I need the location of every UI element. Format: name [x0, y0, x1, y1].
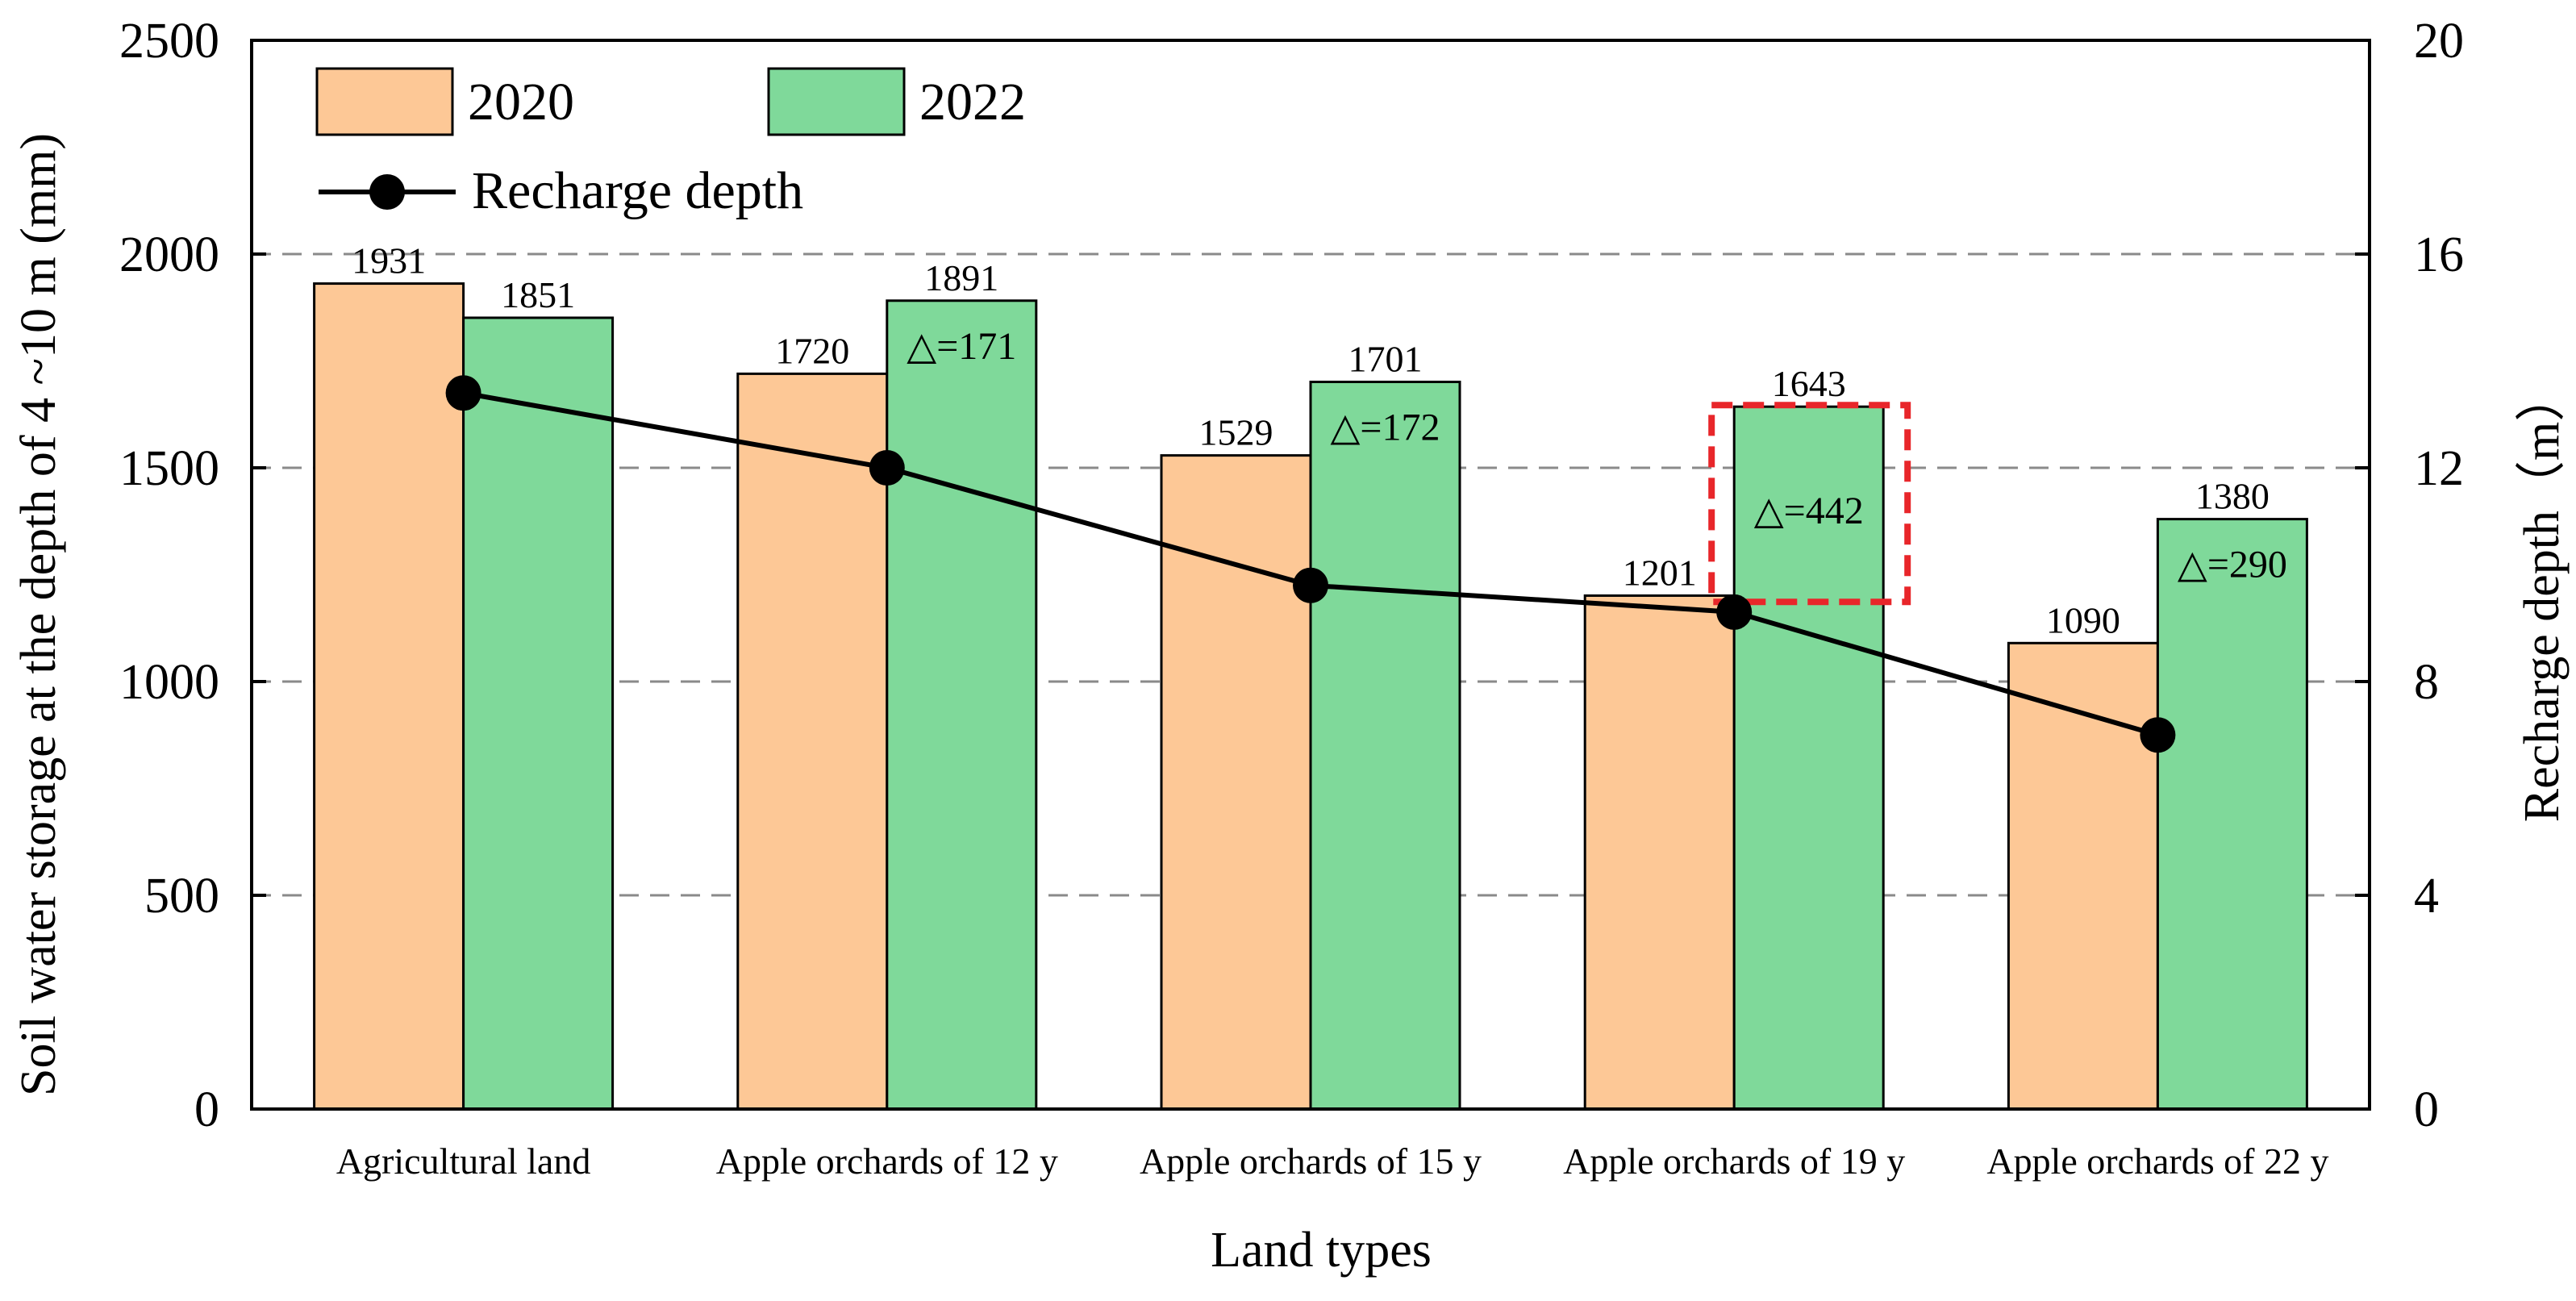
recharge-line: [445, 375, 2176, 753]
bar-2020: [313, 282, 465, 1111]
recharge-point: [2140, 717, 2176, 753]
bar-value-label: 1891: [924, 257, 998, 298]
y2-axis-title: Recharge depth（m）: [2515, 372, 2570, 822]
delta-label: △=290: [2178, 544, 2287, 586]
highlight-box: [1708, 402, 1911, 606]
plot-border: [250, 39, 2371, 1111]
y-axis-title: Soil water storage at the depth of 4 ~10…: [11, 133, 66, 1096]
bar-value-label: 1090: [2046, 599, 2120, 640]
legend-label-2022: 2022: [919, 73, 1026, 131]
y-tick-label: 500: [144, 869, 219, 924]
bar-2022: [1309, 380, 1461, 1111]
recharge-point: [869, 450, 905, 486]
bar-2022: [462, 316, 615, 1111]
highlight-rect: [1708, 402, 1911, 606]
delta-label: △=442: [1754, 490, 1864, 532]
delta-label: △=171: [907, 325, 1016, 368]
y2-tick-label: 20: [2414, 14, 2464, 69]
bar-value-label: 1201: [1623, 552, 1697, 593]
y-tick-label: 1000: [119, 655, 219, 710]
bar-value-label: 1931: [352, 240, 426, 281]
legend-swatch-2020: [315, 67, 454, 136]
y2-tick-label: 16: [2414, 227, 2464, 282]
category-label: Apple orchards of 12 y: [716, 1140, 1058, 1182]
bar-value-label: 1701: [1348, 338, 1423, 379]
labels: 1931 1851 Agricultural land 1720 1891 Apple o…: [119, 14, 2464, 1182]
bar-value-label: 1643: [1772, 363, 1846, 404]
category-label: Apple orchards of 19 y: [1563, 1140, 1905, 1182]
bar-2020: [1583, 594, 1736, 1111]
y2-tick-label: 12: [2414, 441, 2464, 496]
y-tick-label: 2000: [119, 227, 219, 282]
y2-tick-label: 8: [2414, 655, 2439, 710]
bars: [313, 282, 2308, 1111]
bar-2022: [886, 299, 1038, 1111]
y2-tick-label: 0: [2414, 1082, 2439, 1137]
y-tick-label: 0: [194, 1082, 219, 1137]
y2-tick-label: 4: [2414, 869, 2439, 924]
bar-value-label: 1380: [2195, 476, 2270, 517]
y-tick-label: 1500: [119, 441, 219, 496]
x-axis-title: Land types: [1211, 1223, 1432, 1278]
plot-frame: [250, 39, 2371, 1111]
legend-label-2020: 2020: [468, 73, 574, 131]
axis-ticks: [252, 39, 2370, 1111]
bar-2020: [736, 372, 889, 1111]
y-tick-label: 2500: [119, 14, 219, 69]
bar-2022: [1732, 405, 1885, 1111]
bar-2022: [2156, 518, 2308, 1111]
bar-value-label: 1851: [501, 274, 575, 315]
legend-label-recharge: Recharge depth: [472, 161, 803, 220]
bar-2020: [1160, 454, 1312, 1111]
recharge-point: [445, 375, 481, 411]
recharge-point: [1293, 567, 1328, 603]
recharge-point: [1716, 594, 1753, 630]
legend-swatch-2022: [767, 67, 906, 136]
legend: 2020 2022 Recharge depth: [315, 67, 1026, 220]
category-label: Agricultural land: [336, 1140, 591, 1182]
legend-marker: [369, 174, 405, 210]
delta-label: △=172: [1331, 406, 1440, 448]
bar-value-label: 1720: [775, 330, 849, 371]
category-label: Apple orchards of 22 y: [1986, 1140, 2328, 1182]
bar-value-label: 1529: [1199, 412, 1273, 453]
category-label: Apple orchards of 15 y: [1140, 1140, 1482, 1182]
